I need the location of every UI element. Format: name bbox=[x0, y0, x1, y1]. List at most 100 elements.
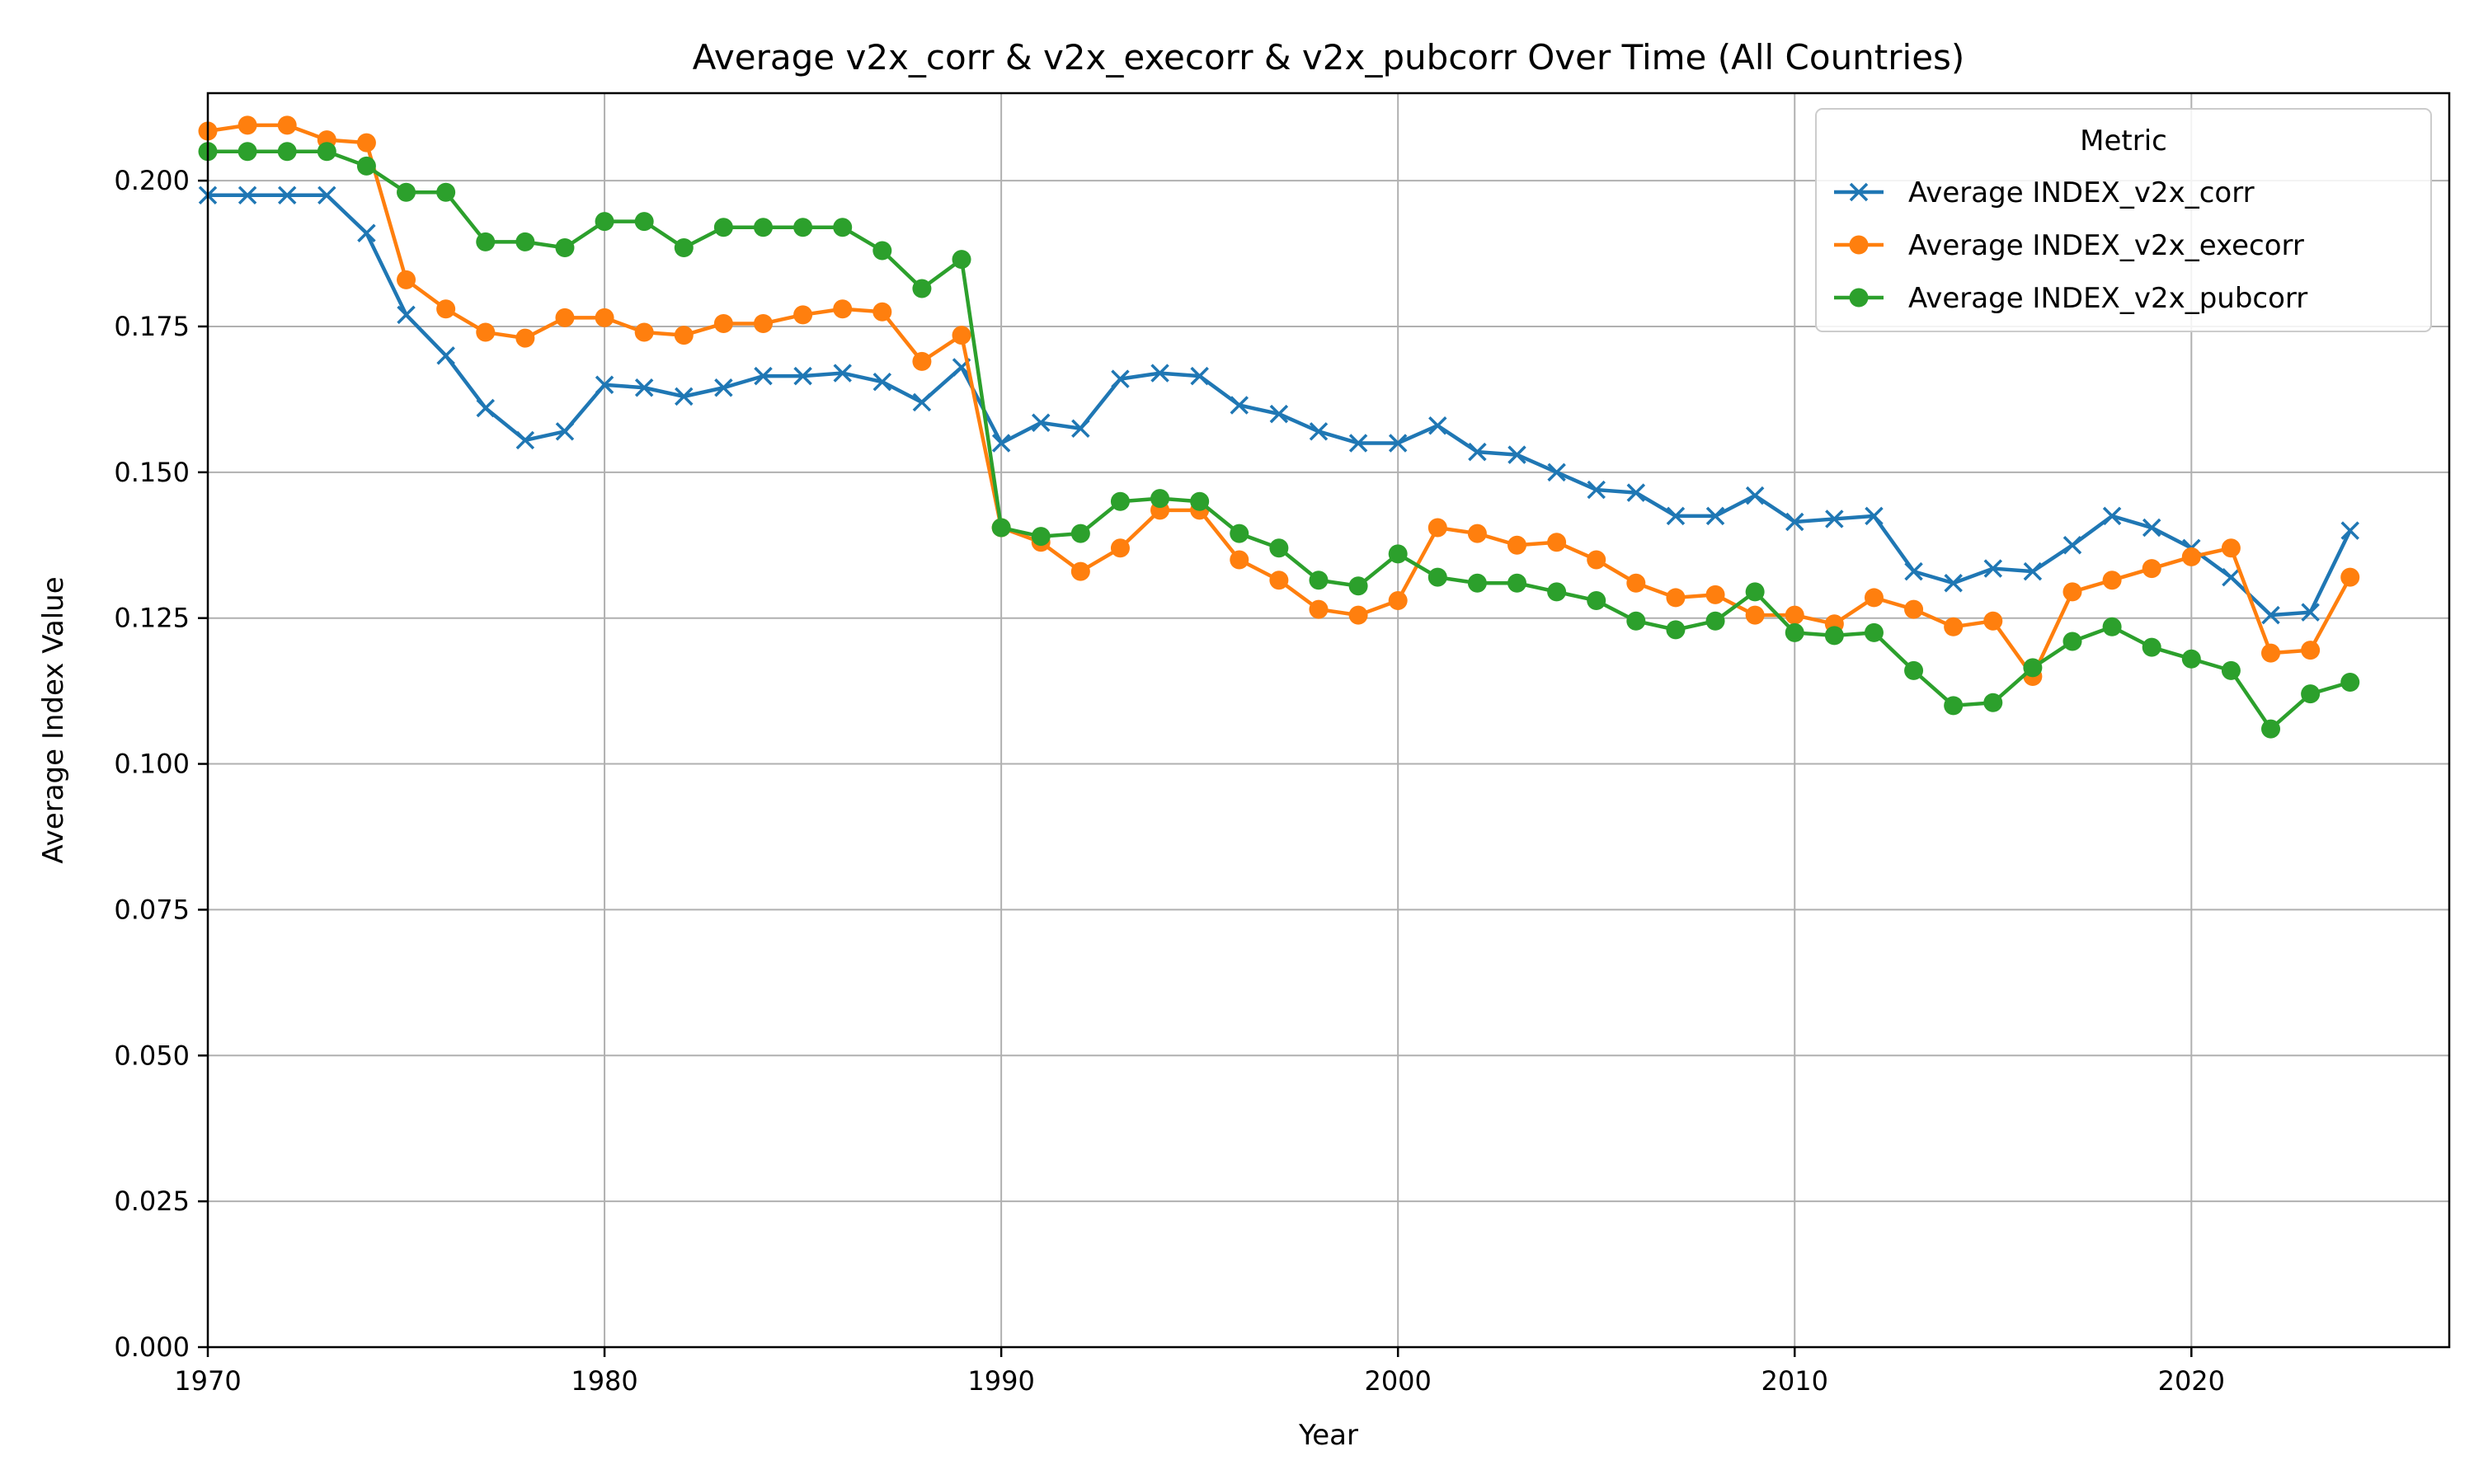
data-point bbox=[952, 326, 971, 345]
data-point bbox=[1269, 538, 1289, 558]
data-point bbox=[1190, 491, 1210, 511]
data-point bbox=[2102, 506, 2122, 526]
data-point bbox=[1587, 480, 1606, 500]
data-point bbox=[674, 237, 694, 257]
x-axis-label: Year bbox=[1298, 1419, 1358, 1452]
data-point bbox=[1944, 696, 1964, 716]
data-point bbox=[2142, 559, 2161, 579]
data-point bbox=[1110, 538, 1130, 558]
y-tick-label: 0.025 bbox=[114, 1186, 190, 1217]
data-point bbox=[1904, 599, 1924, 619]
data-point bbox=[1547, 463, 1566, 482]
data-point bbox=[1110, 491, 1130, 511]
data-point bbox=[1705, 585, 1725, 604]
data-point bbox=[1745, 582, 1765, 602]
data-point bbox=[2023, 561, 2043, 581]
y-axis: 0.000 0.025 0.050 0.075 0.100 0.125 0.150 0.175… bbox=[114, 165, 208, 1363]
data-point bbox=[595, 308, 614, 327]
data-point bbox=[277, 142, 297, 162]
data-point bbox=[1348, 576, 1368, 596]
data-point bbox=[1825, 510, 1844, 528]
data-point bbox=[833, 364, 852, 383]
data-point bbox=[555, 237, 575, 257]
data-point bbox=[713, 313, 733, 333]
data-point bbox=[912, 279, 932, 298]
data-point bbox=[1904, 561, 1923, 581]
legend-items: Average INDEX_v2x_corr Average INDEX_v2x_… bbox=[1834, 176, 2307, 315]
data-point bbox=[1865, 506, 1884, 526]
data-point bbox=[634, 212, 654, 232]
data-point bbox=[238, 186, 257, 205]
data-point bbox=[2340, 567, 2360, 587]
data-point bbox=[2301, 603, 2320, 622]
data-point bbox=[2221, 538, 2241, 558]
data-point bbox=[595, 212, 614, 232]
data-point bbox=[2062, 536, 2082, 555]
data-point bbox=[634, 378, 654, 397]
legend-label: Average INDEX_v2x_pubcorr bbox=[1908, 282, 2307, 315]
data-point bbox=[1983, 611, 2003, 631]
data-point bbox=[317, 142, 336, 162]
data-point bbox=[793, 218, 813, 237]
legend-box bbox=[1815, 108, 2432, 332]
x-axis: 1970 1980 1990 2000 2010 2020 bbox=[174, 1347, 2225, 1397]
data-point bbox=[2142, 637, 2161, 657]
data-point bbox=[436, 346, 455, 365]
data-point bbox=[1547, 582, 1567, 602]
y-tick-label: 0.100 bbox=[114, 749, 190, 780]
y-axis-label: Average Index Value bbox=[37, 576, 70, 863]
data-point bbox=[1705, 611, 1725, 631]
data-point bbox=[238, 115, 257, 135]
data-point bbox=[1388, 590, 1408, 610]
data-point bbox=[872, 241, 892, 261]
data-point bbox=[1705, 506, 1725, 526]
data-point bbox=[515, 430, 535, 450]
data-point bbox=[595, 375, 614, 394]
y-tick-label: 0.150 bbox=[114, 457, 190, 488]
data-point bbox=[2062, 632, 2082, 651]
data-point bbox=[1309, 599, 1329, 619]
data-point bbox=[1626, 573, 1646, 593]
data-point bbox=[1864, 622, 1884, 642]
data-point bbox=[357, 223, 376, 243]
data-point bbox=[1031, 527, 1051, 547]
data-point bbox=[912, 392, 932, 412]
data-point bbox=[1467, 573, 1487, 593]
data-point bbox=[515, 232, 535, 251]
data-point bbox=[1111, 369, 1130, 388]
data-point bbox=[991, 434, 1011, 453]
data-point bbox=[991, 518, 1011, 538]
data-point bbox=[1904, 660, 1924, 680]
data-point bbox=[1587, 550, 1606, 570]
series-2 bbox=[198, 115, 2360, 686]
data-point bbox=[397, 270, 416, 289]
legend-marker bbox=[1849, 182, 1869, 202]
data-point bbox=[1507, 573, 1527, 593]
legend-label: Average INDEX_v2x_corr bbox=[1908, 176, 2255, 209]
data-point bbox=[1190, 366, 1209, 386]
data-point bbox=[675, 387, 694, 406]
data-point bbox=[1745, 486, 1765, 505]
data-point bbox=[793, 366, 812, 386]
data-point bbox=[1309, 571, 1329, 590]
data-point bbox=[1150, 489, 1170, 509]
data-point bbox=[2181, 547, 2201, 566]
data-point bbox=[1944, 617, 1964, 636]
series-3 bbox=[198, 142, 2360, 739]
data-point bbox=[1468, 442, 1487, 462]
data-point bbox=[2340, 521, 2359, 540]
data-point bbox=[238, 142, 257, 162]
data-point bbox=[1785, 605, 1804, 625]
data-point bbox=[2301, 641, 2321, 660]
series-layer bbox=[198, 115, 2360, 739]
data-point bbox=[1070, 561, 1090, 581]
data-point bbox=[1427, 518, 1447, 538]
data-point bbox=[1230, 550, 1249, 570]
data-point bbox=[356, 133, 376, 153]
data-point bbox=[713, 218, 733, 237]
data-point bbox=[714, 378, 733, 397]
data-point bbox=[1230, 396, 1249, 415]
data-point bbox=[1427, 567, 1447, 587]
